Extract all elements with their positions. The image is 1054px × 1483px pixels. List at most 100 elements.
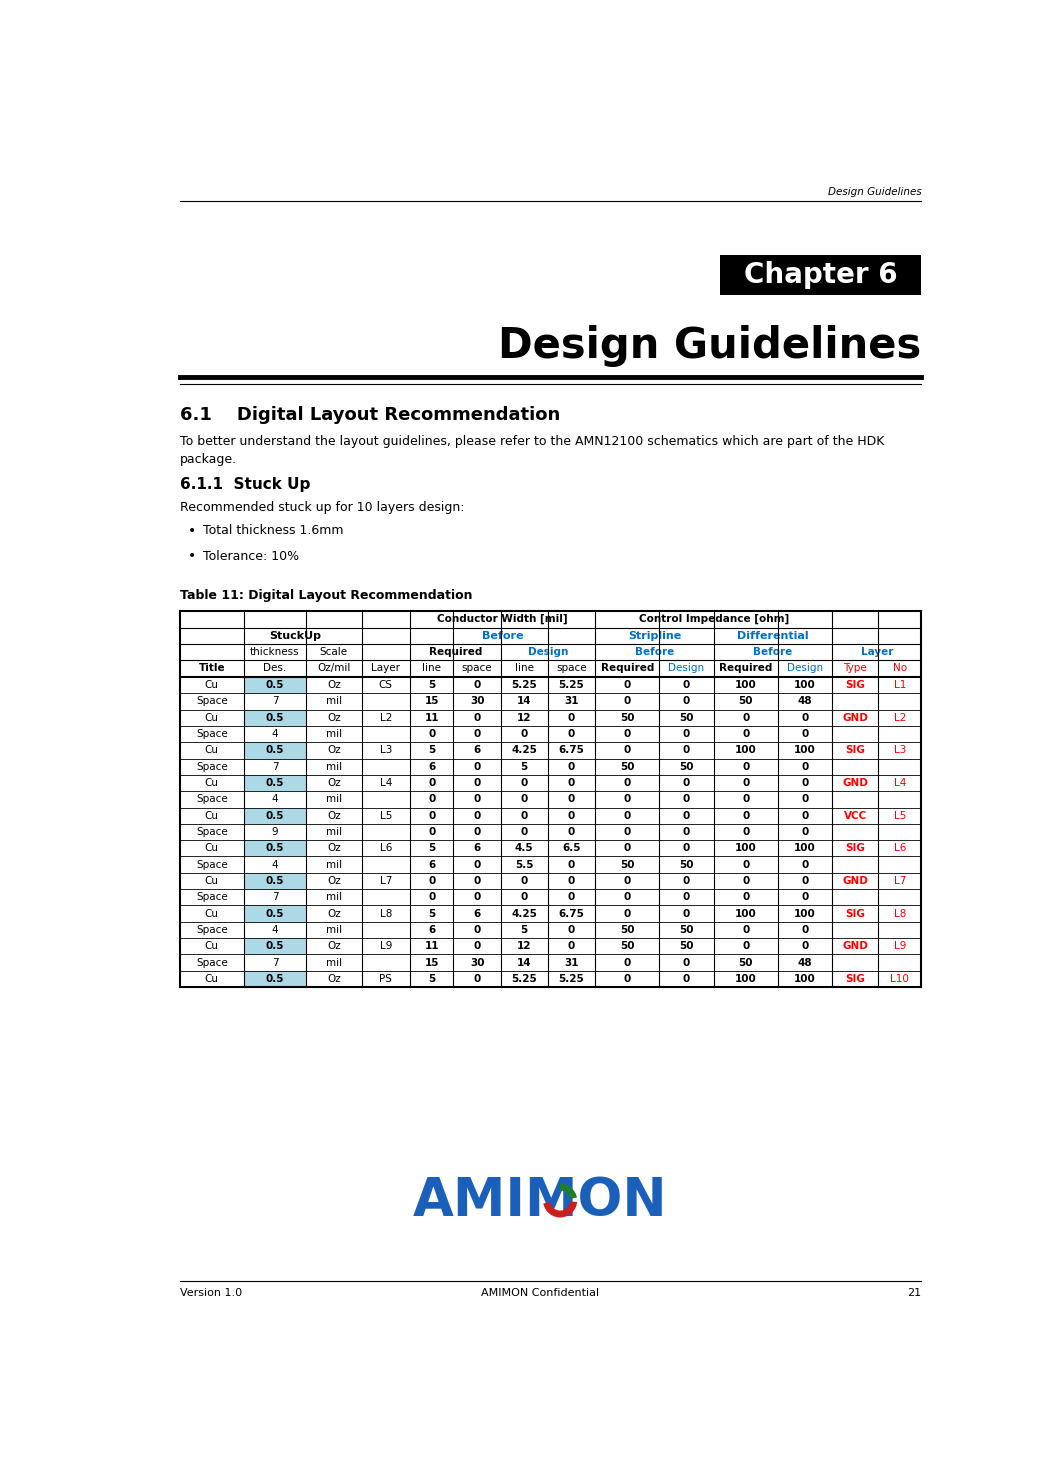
Text: 6.75: 6.75	[559, 909, 584, 918]
Text: Space: Space	[196, 795, 228, 804]
Text: 5: 5	[428, 681, 435, 690]
Text: 0: 0	[801, 779, 808, 787]
Text: 6: 6	[428, 762, 435, 771]
Text: 6: 6	[473, 844, 481, 853]
Text: 6.1.1  Stuck Up: 6.1.1 Stuck Up	[180, 478, 310, 492]
Text: 4: 4	[272, 795, 278, 804]
Text: Title: Title	[198, 663, 226, 673]
Text: 0: 0	[473, 681, 481, 690]
Text: 50: 50	[620, 762, 635, 771]
Text: Tolerance: 10%: Tolerance: 10%	[203, 550, 299, 562]
Text: Space: Space	[196, 730, 228, 739]
Text: Oz: Oz	[327, 844, 340, 853]
Text: Oz: Oz	[327, 974, 340, 983]
Text: 7: 7	[272, 697, 278, 706]
Text: 0.5: 0.5	[266, 681, 285, 690]
Text: Oz: Oz	[327, 811, 340, 820]
Text: GND: GND	[842, 942, 868, 951]
Text: 0: 0	[801, 730, 808, 739]
Text: Required: Required	[719, 663, 773, 673]
Text: •: •	[188, 523, 196, 538]
Text: 12: 12	[518, 942, 531, 951]
Text: 4.5: 4.5	[515, 844, 533, 853]
Text: Cu: Cu	[204, 942, 219, 951]
Text: 48: 48	[798, 697, 813, 706]
Text: AMIMON Confidential: AMIMON Confidential	[481, 1287, 600, 1298]
Text: 0: 0	[428, 730, 435, 739]
Text: To better understand the layout guidelines, please refer to the AMN12100 schemat: To better understand the layout guidelin…	[180, 435, 884, 448]
Text: 14: 14	[516, 697, 531, 706]
Text: L2: L2	[894, 713, 906, 722]
Text: 0.5: 0.5	[266, 876, 285, 885]
Text: 0: 0	[473, 795, 481, 804]
Text: 0: 0	[624, 909, 631, 918]
Text: 50: 50	[620, 713, 635, 722]
Text: 0: 0	[683, 974, 690, 983]
Text: 0: 0	[742, 811, 749, 820]
Text: L3: L3	[894, 746, 906, 755]
Bar	[243, 873, 306, 890]
Text: 0: 0	[683, 958, 690, 967]
Text: 0: 0	[742, 779, 749, 787]
Text: mil: mil	[326, 795, 341, 804]
Text: Oz: Oz	[327, 713, 340, 722]
Text: 0: 0	[568, 811, 575, 820]
Text: 48: 48	[798, 958, 813, 967]
Text: 0: 0	[521, 876, 528, 885]
Text: 0: 0	[683, 730, 690, 739]
Text: 0: 0	[683, 795, 690, 804]
Text: Design Guidelines: Design Guidelines	[499, 325, 921, 366]
Text: L6: L6	[379, 844, 392, 853]
Text: 0: 0	[801, 925, 808, 934]
Text: AMIMON: AMIMON	[413, 1175, 667, 1226]
Text: 0: 0	[801, 860, 808, 869]
Text: 5: 5	[521, 925, 528, 934]
Text: mil: mil	[326, 697, 341, 706]
Text: 0: 0	[683, 844, 690, 853]
Text: 6: 6	[428, 860, 435, 869]
Text: 0: 0	[624, 730, 631, 739]
Text: 0: 0	[742, 795, 749, 804]
Text: 0: 0	[473, 730, 481, 739]
Text: 0: 0	[742, 713, 749, 722]
Text: mil: mil	[326, 828, 341, 836]
Text: 100: 100	[735, 909, 757, 918]
Text: SIG: SIG	[845, 909, 865, 918]
Text: 4: 4	[272, 860, 278, 869]
Text: L8: L8	[379, 909, 392, 918]
Text: Cu: Cu	[204, 876, 219, 885]
Text: 31: 31	[564, 697, 579, 706]
Text: 0: 0	[428, 795, 435, 804]
Text: package.: package.	[180, 452, 237, 466]
Text: 0: 0	[568, 860, 575, 869]
Text: No: No	[893, 663, 906, 673]
Text: 5.25: 5.25	[559, 681, 584, 690]
Text: Control Impedance [ohm]: Control Impedance [ohm]	[639, 614, 788, 624]
Text: 0: 0	[473, 893, 481, 902]
Text: 0: 0	[683, 681, 690, 690]
Text: 0: 0	[683, 697, 690, 706]
Text: 0.5: 0.5	[266, 811, 285, 820]
Text: 5: 5	[428, 844, 435, 853]
Text: 50: 50	[679, 860, 694, 869]
Text: 0: 0	[742, 730, 749, 739]
Text: Differential: Differential	[737, 630, 808, 641]
Text: 50: 50	[679, 762, 694, 771]
Text: mil: mil	[326, 958, 341, 967]
Text: Space: Space	[196, 925, 228, 934]
Text: Cu: Cu	[204, 974, 219, 983]
Text: 0: 0	[568, 876, 575, 885]
Text: 9: 9	[272, 828, 278, 836]
Text: 0: 0	[624, 844, 631, 853]
Text: 0.5: 0.5	[266, 746, 285, 755]
Text: Scale: Scale	[319, 647, 348, 657]
Text: 100: 100	[735, 844, 757, 853]
Text: 15: 15	[425, 697, 438, 706]
Text: Space: Space	[196, 762, 228, 771]
Text: 6.75: 6.75	[559, 746, 584, 755]
Bar	[243, 742, 306, 758]
Text: 0: 0	[428, 828, 435, 836]
Text: 50: 50	[620, 942, 635, 951]
Text: 0: 0	[624, 697, 631, 706]
Text: 0: 0	[521, 795, 528, 804]
